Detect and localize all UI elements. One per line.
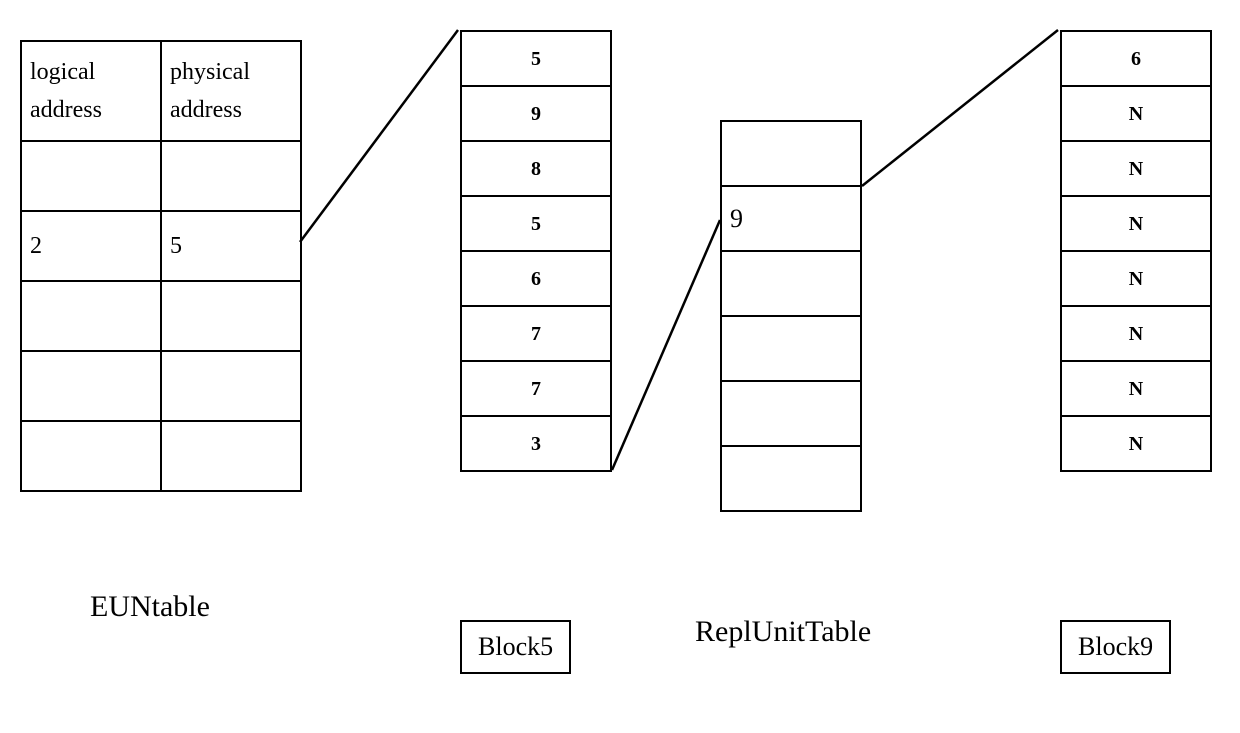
block9-table: 6 N N N N N N N <box>1060 30 1212 472</box>
block5-cell: 5 <box>461 196 611 251</box>
eun-cell <box>161 421 301 491</box>
block5-cell: 9 <box>461 86 611 141</box>
eun-cell <box>21 421 161 491</box>
eun-cell <box>161 141 301 211</box>
repl-table: 9 <box>720 120 862 512</box>
repl-cell <box>721 251 861 316</box>
eun-cell <box>21 281 161 351</box>
repl-cell <box>721 446 861 511</box>
repl-cell <box>721 316 861 381</box>
eun-cell: 5 <box>161 211 301 281</box>
block5-cell: 7 <box>461 306 611 361</box>
repl-cell <box>721 381 861 446</box>
eun-header-logical: logical address <box>21 41 161 141</box>
block5-cell: 7 <box>461 361 611 416</box>
repl-cell: 9 <box>721 186 861 251</box>
eun-cell: 2 <box>21 211 161 281</box>
block9-cell: N <box>1061 306 1211 361</box>
block9-label: Block9 <box>1060 620 1171 674</box>
eun-cell <box>21 351 161 421</box>
block9-cell: N <box>1061 361 1211 416</box>
block5-cell: 6 <box>461 251 611 306</box>
eun-cell <box>161 281 301 351</box>
block5-cell: 5 <box>461 31 611 86</box>
block9-cell: N <box>1061 416 1211 471</box>
repl-caption: ReplUnitTable <box>695 615 871 649</box>
eun-table: logical address physical address 25 <box>20 40 302 492</box>
block9-cell: N <box>1061 196 1211 251</box>
block9-cell: N <box>1061 86 1211 141</box>
repl-cell <box>721 121 861 186</box>
block5-cell: 3 <box>461 416 611 471</box>
eun-cell <box>21 141 161 211</box>
block5-label: Block5 <box>460 620 571 674</box>
eun-caption: EUNtable <box>90 590 210 624</box>
eun-header-physical: physical address <box>161 41 301 141</box>
block9-cell: N <box>1061 251 1211 306</box>
block9-cell: 6 <box>1061 31 1211 86</box>
block9-cell: N <box>1061 141 1211 196</box>
block5-cell: 8 <box>461 141 611 196</box>
block5-table: 5 9 8 5 6 7 7 3 <box>460 30 612 472</box>
eun-cell <box>161 351 301 421</box>
